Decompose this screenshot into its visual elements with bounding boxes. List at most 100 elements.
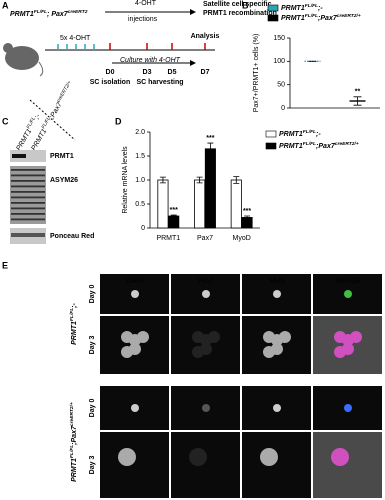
band (11, 202, 45, 204)
label-part: ;Pax7 (71, 425, 78, 445)
label-part: FL/FL (305, 3, 318, 9)
day-label: D7 (201, 69, 210, 76)
analysis: Analysis (191, 33, 220, 40)
label-part: PRMT1 (10, 11, 34, 18)
mouse-tail (38, 61, 44, 77)
micrograph (313, 432, 382, 498)
bar (168, 215, 180, 229)
nucleus (200, 343, 212, 355)
channel-label: Myf5 (269, 278, 284, 285)
x-tick-label: PRMT1 (156, 235, 180, 242)
legend-swatch (267, 4, 279, 12)
y-axis-label: Relative mRNA levels (122, 146, 129, 214)
group-label: PRMT1FL/FL;- (69, 302, 78, 344)
x-tick-label: MyoD (233, 235, 251, 242)
band (11, 191, 45, 193)
blot-label: ASYM26 (50, 177, 78, 184)
nucleus (350, 331, 362, 343)
row-label: Day 3 (89, 336, 96, 355)
genotype: PRMT1FL/FL; Pax7creERT2 (10, 9, 88, 18)
bar (230, 179, 242, 229)
label-part: FL/FL (305, 13, 318, 19)
legend-label: PRMT1FL/FL;Pax7creERT2/+ (279, 141, 359, 150)
row-label: Day 0 (89, 399, 96, 418)
nucleus (118, 448, 136, 466)
nucleus (271, 343, 283, 355)
nucleus (202, 290, 210, 298)
group-label: PRMT1FL/FL;Pax7creERT2/+ (69, 402, 78, 482)
band (11, 218, 45, 221)
nucleus (344, 290, 352, 298)
label-part: FL/FL (69, 445, 75, 458)
label-part: creERT2/+ (335, 141, 359, 147)
nucleus (260, 448, 278, 466)
legend-swatch (267, 14, 279, 22)
label-part: PRMT1 (71, 458, 78, 482)
x-tick-label: Pax7 (197, 235, 213, 242)
channel-label: MERGE (335, 278, 361, 285)
nucleus (202, 404, 210, 412)
error-bar (170, 214, 177, 218)
error-bar (244, 215, 251, 220)
micrograph (171, 432, 240, 498)
arrow-head (190, 9, 196, 15)
panel-label: A (2, 0, 9, 10)
y-tick-label: 100 (273, 58, 285, 65)
band (11, 180, 45, 182)
band (12, 154, 26, 158)
panel-label: D (115, 116, 122, 126)
label-part: PRMT1 (281, 15, 305, 22)
nucleus (131, 290, 139, 298)
label-part: PRMT1 (281, 5, 305, 12)
y-tick-label: 0.5 (135, 201, 145, 208)
micrograph (100, 432, 169, 498)
injection: 4-OHT (135, 0, 157, 7)
dosing: 5x 4-OHT (60, 35, 91, 42)
label-part: creERT2/+ (337, 13, 361, 19)
y-tick-label: 0 (141, 225, 145, 232)
label-part: FL/FL (25, 116, 37, 130)
outcome: Satellite cell specific (203, 1, 272, 8)
legend-swatch (265, 142, 277, 150)
legend-label: PRMT1FL/FL;- (279, 129, 321, 138)
channel-label: Pax7 (198, 278, 214, 285)
culture: Culture with 4-OHT (120, 57, 181, 64)
y-tick-label: 2.0 (135, 129, 145, 136)
bar (204, 148, 216, 229)
label-part: ;- (71, 302, 78, 307)
outcome: PRMT1 recombination (203, 10, 277, 17)
label-part: FL/FL (34, 9, 47, 15)
nucleus (129, 343, 141, 355)
label-part: ; Pax7 (47, 11, 69, 18)
nucleus (189, 448, 207, 466)
nucleus (273, 404, 281, 412)
error-bar (159, 176, 166, 184)
row-label: Day 0 (89, 285, 96, 304)
channel-label: DAPI (127, 278, 143, 285)
label-part: creERT2 (68, 9, 88, 15)
bar (194, 179, 206, 229)
y-axis-label: Pax7+/PRMT1+ cells (%) (253, 34, 260, 113)
nucleus (342, 343, 354, 355)
label-part: creERT2/+ (69, 402, 75, 426)
nucleus (331, 448, 349, 466)
y-tick-label: 1.5 (135, 153, 145, 160)
y-tick-label: 150 (273, 35, 285, 42)
label-part: ;Pax7 (318, 15, 338, 22)
legend-label: PRMT1FL/FL;- (281, 3, 323, 12)
day-label: D5 (168, 69, 177, 76)
band (11, 233, 45, 237)
injection: injections (128, 16, 158, 23)
band (11, 185, 45, 188)
error-bar (207, 142, 214, 155)
label-part: ;Pax7 (316, 143, 336, 150)
label-part: ;- (34, 113, 43, 121)
row-label: Day 3 (89, 456, 96, 475)
band (11, 174, 45, 177)
blot-label: Ponceau Red (50, 233, 94, 240)
significance: *** (206, 135, 214, 142)
label-part: FL/FL (69, 308, 75, 321)
step: SC isolation (90, 79, 130, 86)
nucleus (344, 404, 352, 412)
